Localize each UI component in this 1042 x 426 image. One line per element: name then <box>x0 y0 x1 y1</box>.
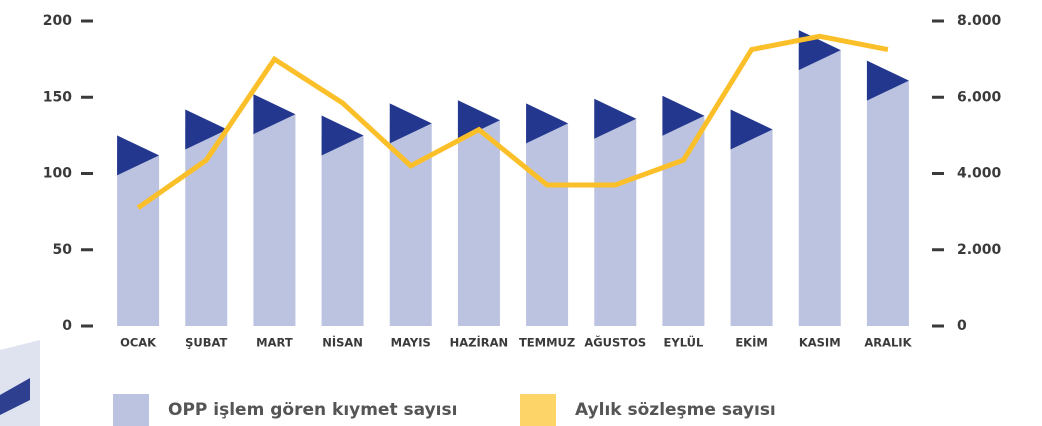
y-tick-label: 0 <box>62 318 72 334</box>
bar <box>730 109 773 326</box>
legend-swatch <box>113 394 149 426</box>
x-tick-label: NİSAN <box>322 335 363 350</box>
y2-tick-label: 6.000 <box>957 89 1002 105</box>
bar <box>389 103 432 326</box>
bar-cap <box>389 103 432 144</box>
bar-cap <box>594 98 637 139</box>
x-tick-label: MART <box>256 336 293 350</box>
x-tick-label: EYLÜL <box>664 335 704 350</box>
bar-cap <box>457 100 500 141</box>
bar-cap <box>321 115 364 156</box>
bar-body <box>457 120 500 326</box>
y-tick-label: 100 <box>43 166 72 182</box>
bar-cap <box>662 95 705 136</box>
y2-tick-label: 0 <box>957 318 967 334</box>
x-tick-label: OCAK <box>120 336 157 350</box>
bar-body <box>866 80 909 327</box>
bar-cap <box>185 109 228 150</box>
line <box>136 33 889 210</box>
bar-cap <box>253 94 296 135</box>
bar <box>594 98 637 327</box>
bar-body <box>730 129 773 326</box>
x-tick-label: AĞUSTOS <box>584 335 646 350</box>
legend-label: OPP işlem gören kıymet sayısı <box>168 400 457 420</box>
bar <box>321 115 364 326</box>
bar-body <box>798 50 841 327</box>
y-tick-label: 200 <box>43 13 72 29</box>
y-tick-label: 150 <box>43 89 72 105</box>
legend-label: Aylık sözleşme sayısı <box>575 400 776 420</box>
y2-tick-label: 8.000 <box>957 13 1002 29</box>
x-tick-label: ARALIK <box>864 336 912 350</box>
x-tick-label: TEMMUZ <box>519 336 575 350</box>
x-tick-label: ŞUBAT <box>185 336 227 350</box>
bar-cap <box>117 135 160 176</box>
x-tick-label: MAYIS <box>391 336 431 350</box>
bar <box>798 30 841 327</box>
decor <box>0 340 40 426</box>
bar-cap <box>730 109 773 150</box>
bar <box>662 95 705 326</box>
bar-body <box>662 115 705 326</box>
bar-cap <box>526 103 569 144</box>
bar <box>117 135 160 326</box>
y2-tick-label: 4.000 <box>957 166 1002 182</box>
legend-swatch <box>520 394 556 426</box>
bar-body <box>526 123 569 326</box>
y-tick-label: 50 <box>53 242 73 258</box>
y2-tick-label: 2.000 <box>957 242 1002 258</box>
bar <box>253 94 296 326</box>
bar-body <box>321 135 364 326</box>
bar-cap <box>866 60 909 101</box>
bar-body <box>117 155 160 326</box>
bar <box>526 103 569 326</box>
bar <box>457 100 500 326</box>
bar <box>866 60 909 327</box>
x-tick-label: KASIM <box>799 336 841 350</box>
bar-body <box>594 118 637 327</box>
bar-body <box>253 114 296 326</box>
x-tick-label: EKİM <box>735 335 768 350</box>
x-tick-label: HAZİRAN <box>450 335 509 350</box>
decor <box>0 378 30 415</box>
